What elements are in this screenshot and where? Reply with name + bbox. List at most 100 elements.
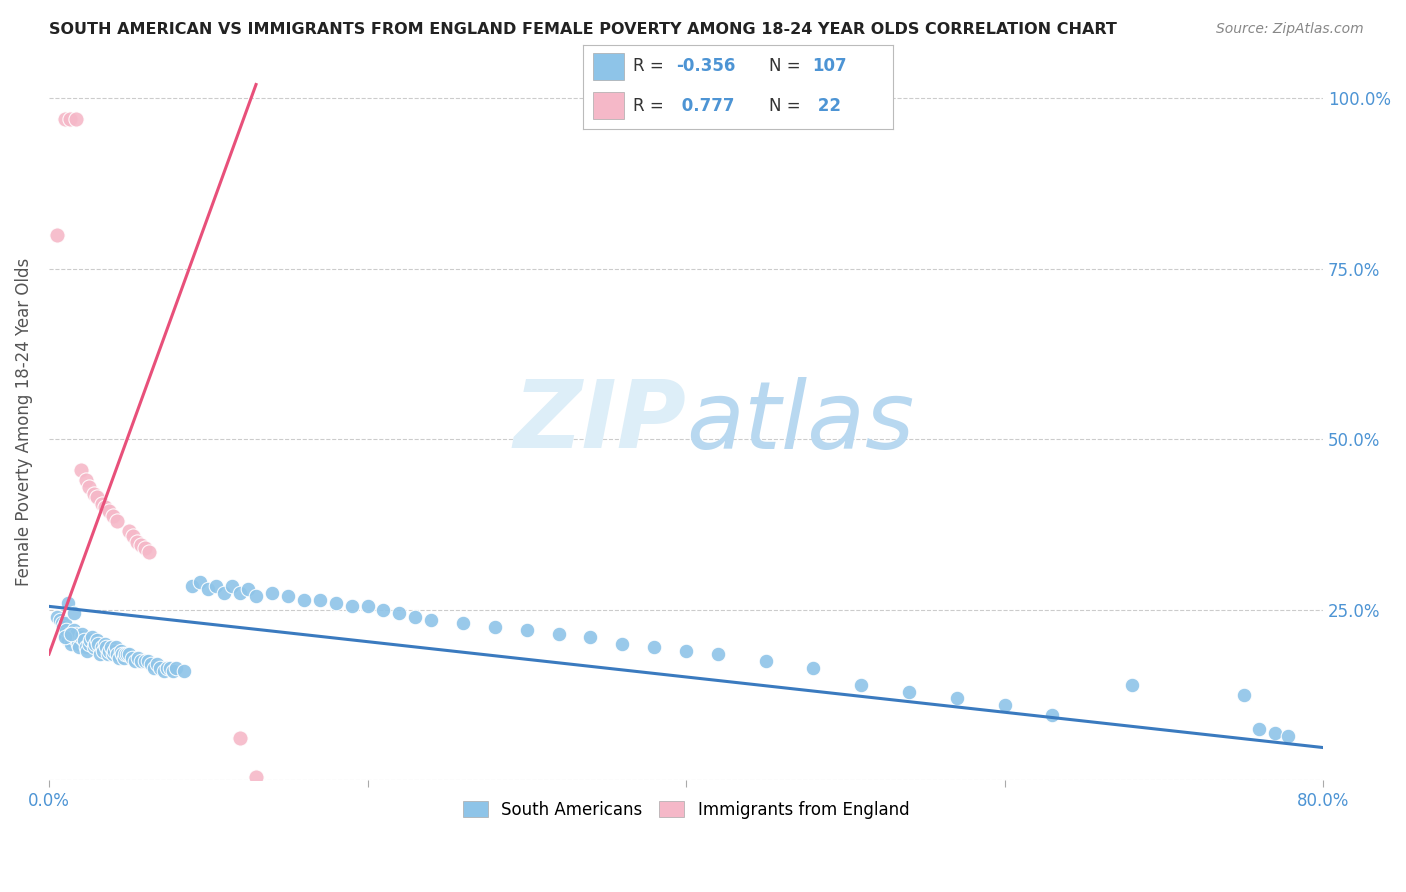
Point — [59, 626, 82, 640]
Point — [165, 661, 187, 675]
Point — [108, 650, 131, 665]
Point — [65, 112, 87, 126]
Point — [159, 661, 181, 675]
Point — [56, 596, 79, 610]
Point — [755, 654, 778, 668]
Point — [707, 647, 730, 661]
Text: N =: N = — [769, 57, 806, 75]
Point — [77, 637, 100, 651]
Point — [121, 650, 143, 665]
Point — [181, 579, 204, 593]
Point — [292, 592, 315, 607]
Point — [229, 585, 252, 599]
Point — [103, 643, 125, 657]
Text: R =: R = — [633, 57, 669, 75]
Point — [114, 647, 136, 661]
Y-axis label: Female Poverty Among 18-24 Year Olds: Female Poverty Among 18-24 Year Olds — [15, 258, 32, 586]
Point — [89, 647, 111, 661]
Point — [675, 643, 697, 657]
Point — [90, 497, 112, 511]
Text: 107: 107 — [813, 57, 846, 75]
Point — [152, 664, 174, 678]
Point — [83, 487, 105, 501]
Point — [86, 490, 108, 504]
Point — [87, 637, 110, 651]
Point — [59, 112, 82, 126]
Point — [117, 524, 139, 539]
Point — [994, 698, 1017, 713]
Point — [55, 624, 77, 638]
Point — [124, 654, 146, 668]
Point — [136, 654, 159, 668]
Point — [277, 589, 299, 603]
Bar — [593, 92, 624, 120]
Point — [62, 630, 84, 644]
Point — [65, 626, 87, 640]
Point — [134, 541, 156, 556]
Point — [803, 661, 825, 675]
Text: 0.777: 0.777 — [676, 97, 735, 115]
Point — [63, 624, 86, 638]
Point — [139, 657, 162, 672]
Point — [245, 770, 267, 784]
Point — [117, 647, 139, 661]
Point — [143, 661, 166, 675]
Text: Source: ZipAtlas.com: Source: ZipAtlas.com — [1216, 22, 1364, 37]
Point — [60, 637, 83, 651]
Bar — [593, 54, 624, 80]
Point — [84, 637, 107, 651]
Point — [111, 647, 134, 661]
Point — [101, 508, 124, 523]
Point — [98, 643, 121, 657]
Point — [60, 626, 83, 640]
Point — [236, 582, 259, 597]
Point — [197, 582, 219, 597]
Point — [125, 534, 148, 549]
Point — [404, 609, 426, 624]
Point — [146, 657, 169, 672]
Point — [221, 579, 243, 593]
Point — [388, 606, 411, 620]
Point — [51, 616, 73, 631]
Point — [340, 599, 363, 614]
Point — [107, 514, 129, 528]
Point — [162, 664, 184, 678]
Text: SOUTH AMERICAN VS IMMIGRANTS FROM ENGLAND FEMALE POVERTY AMONG 18-24 YEAR OLDS C: SOUTH AMERICAN VS IMMIGRANTS FROM ENGLAN… — [49, 22, 1118, 37]
Point — [83, 640, 105, 655]
Point — [325, 596, 347, 610]
Point — [134, 654, 156, 668]
Point — [49, 613, 72, 627]
Text: atlas: atlas — [686, 376, 914, 467]
Point — [100, 640, 122, 655]
Point — [579, 630, 602, 644]
Point — [66, 637, 89, 651]
Point — [898, 684, 921, 698]
Point — [122, 529, 145, 543]
Point — [356, 599, 378, 614]
Point — [373, 603, 395, 617]
Point — [127, 650, 149, 665]
Point — [63, 606, 86, 620]
Point — [229, 731, 252, 745]
Point — [90, 640, 112, 655]
Point — [547, 626, 569, 640]
Point — [75, 473, 97, 487]
Point — [45, 609, 67, 624]
Point — [1040, 708, 1063, 723]
Point — [1121, 678, 1143, 692]
Point — [516, 624, 538, 638]
Point — [53, 626, 76, 640]
Point — [86, 633, 108, 648]
Point — [612, 637, 634, 651]
Text: N =: N = — [769, 97, 806, 115]
Point — [97, 647, 120, 661]
Point — [73, 633, 96, 648]
Point — [80, 630, 103, 644]
Point — [79, 633, 101, 648]
Point — [173, 664, 195, 678]
Point — [53, 630, 76, 644]
Point — [115, 647, 138, 661]
Point — [110, 643, 132, 657]
Point — [149, 661, 172, 675]
Legend: South Americans, Immigrants from England: South Americans, Immigrants from England — [457, 795, 915, 826]
